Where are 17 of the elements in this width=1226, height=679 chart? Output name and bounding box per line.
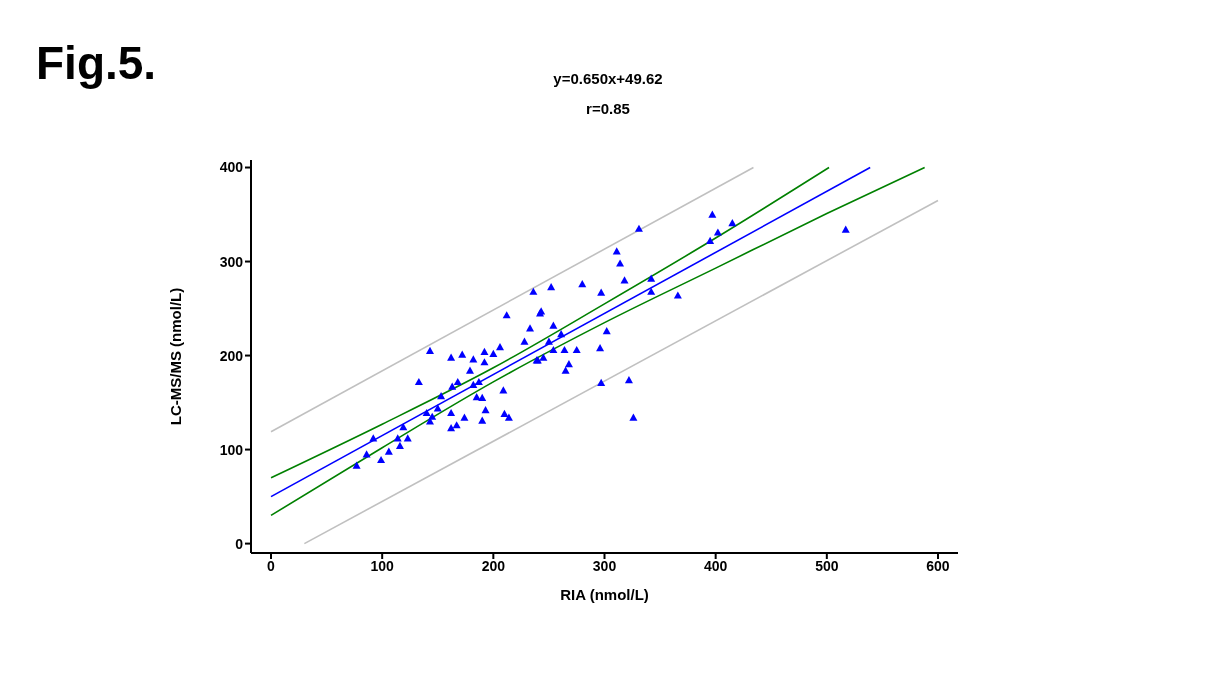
x-tick-label: 300 (592, 557, 617, 574)
x-tick-label: 100 (370, 557, 395, 574)
x-tick-label: 200 (481, 557, 506, 574)
y-tick-label: 300 (219, 253, 244, 270)
chart-subtitle: r=0.85 (585, 100, 631, 117)
y-tick-label: 0 (235, 535, 244, 552)
chart-title: y=0.650x+49.62 (552, 70, 664, 87)
x-tick-label: 400 (703, 557, 728, 574)
x-tick-label: 600 (926, 557, 950, 574)
caption: Fig.5. (36, 36, 157, 90)
y-tick-label: 100 (219, 441, 244, 458)
x-axis-title: RIA (nmol/L) (560, 586, 649, 603)
y-tick-label: 400 (219, 159, 244, 176)
x-tick-label: 0 (267, 557, 276, 574)
x-tick-label: 500 (815, 557, 839, 574)
y-axis-title: LC-MS/MS (nmol/L) (167, 287, 185, 426)
y-tick-label: 200 (219, 347, 244, 364)
